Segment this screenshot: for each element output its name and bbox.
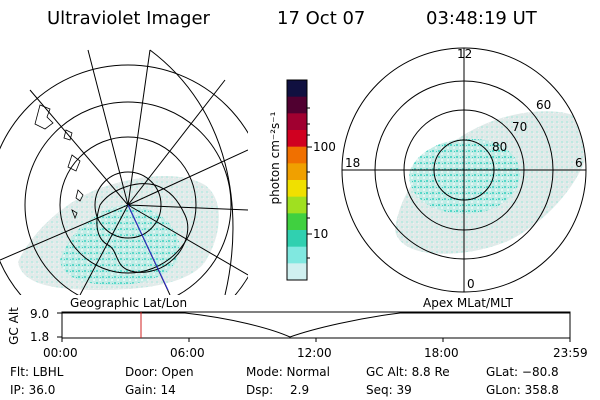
door-status: Door: Open — [125, 365, 194, 379]
mlt-label-12: 12 — [457, 47, 473, 61]
mlat-label-80: 80 — [492, 140, 508, 154]
glat-status: GLat: −80.8 — [486, 365, 559, 379]
mlat-label-60: 60 — [536, 98, 552, 112]
left-aurora-inner — [60, 205, 180, 285]
timeline-xtick-1200: 12:00 — [297, 346, 332, 360]
date-label: 17 Oct 07 — [277, 8, 366, 29]
colorbar-swatch — [287, 213, 307, 231]
timeline-xtick-0000: 00:00 — [43, 346, 78, 360]
colorbar-tick-100: 100 — [313, 140, 336, 154]
dsp-label: Dsp: — [246, 383, 274, 397]
colorbar-swatch — [287, 263, 307, 281]
mlt-label-0: 0 — [467, 277, 475, 291]
geographic-map — [0, 49, 248, 295]
time-label: 03:48:19 UT — [426, 8, 537, 29]
colorbar-swatch — [287, 146, 307, 164]
colorbar-swatch — [287, 96, 307, 114]
timeline-ytick-1-8: 1.8 — [30, 330, 50, 344]
ip-status: IP: 36.0 — [10, 383, 56, 397]
colorbar-swatch — [287, 230, 307, 248]
colorbar-swatch — [287, 196, 307, 214]
altitude-curve — [62, 312, 570, 338]
timeline-ytick-9: 9.0 — [30, 307, 50, 321]
mlt-label-6: 6 — [575, 156, 583, 170]
colorbar-swatch — [287, 80, 307, 98]
colorbar-unit-label: photon cm⁻²s⁻¹ — [268, 111, 282, 205]
apex-map-label: Apex MLat/MLT — [423, 296, 513, 310]
timeline-axis-label: GC Alt — [7, 307, 21, 345]
colorbar-swatch — [287, 163, 307, 181]
timeline-xtick-2359: 23:59 — [553, 346, 588, 360]
colorbar-frame — [286, 79, 308, 281]
colorbar-swatch — [287, 113, 307, 131]
gc-alt-status: GC Alt: 8.8 Re — [366, 365, 450, 379]
colorbar-tick-10: 10 — [313, 227, 329, 241]
dsp-value: 2.9 — [290, 383, 310, 397]
colorbar — [286, 79, 308, 281]
colorbar-swatch — [287, 180, 307, 198]
timeline-xtick-0600: 06:00 — [170, 346, 205, 360]
seq-status: Seq: 39 — [366, 383, 412, 397]
filter-status: Flt: LBHL — [10, 365, 64, 379]
gain-status: Gain: 14 — [125, 383, 176, 397]
mlat-label-70: 70 — [512, 120, 528, 134]
colorbar-swatch — [287, 130, 307, 148]
coastline — [96, 183, 189, 273]
mode-status: Mode: Normal — [246, 365, 330, 379]
colorbar-swatch — [287, 246, 307, 264]
mlt-label-18: 18 — [345, 156, 361, 170]
glon-status: GLon: 358.8 — [486, 383, 559, 397]
apex-polar-map — [341, 47, 587, 293]
instrument-title: Ultraviolet Imager — [47, 8, 210, 29]
geographic-map-label: Geographic Lat/Lon — [70, 296, 188, 310]
timeline-plot — [57, 311, 571, 342]
timeline-xtick-1800: 18:00 — [424, 346, 459, 360]
colorbar-ticks — [307, 107, 312, 259]
